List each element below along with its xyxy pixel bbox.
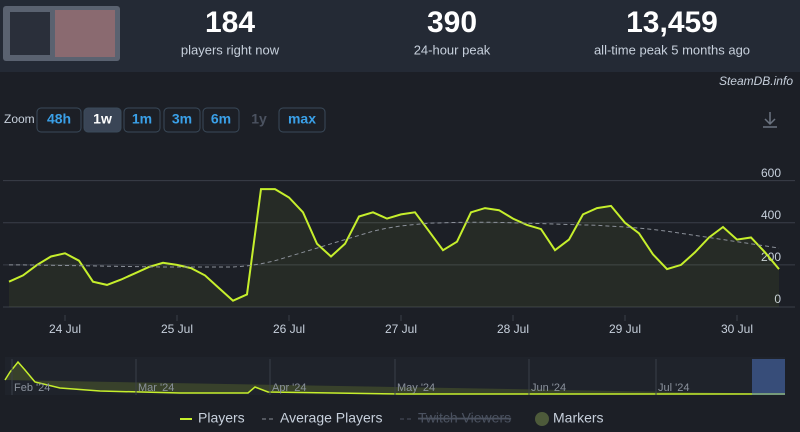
x-tick-label: 29 Jul	[609, 322, 641, 336]
stat-label: players right now	[181, 42, 280, 57]
navigator-label: Feb '24	[14, 382, 50, 394]
x-tick-label: 25 Jul	[161, 322, 193, 336]
zoom-button[interactable]	[36, 107, 82, 133]
y-tick-label: 600	[761, 166, 781, 180]
zoom-button-label[interactable]: 6m	[211, 111, 231, 127]
zoom-button[interactable]	[123, 107, 161, 133]
zoom-button[interactable]	[278, 107, 326, 133]
download-icon[interactable]	[763, 112, 777, 128]
stat-value: 390	[427, 6, 477, 39]
y-tick-label: 400	[761, 208, 781, 222]
x-tick-label: 27 Jul	[385, 322, 417, 336]
series-line	[9, 221, 780, 268]
game-image-detail	[55, 10, 115, 57]
y-tick-label: 0	[774, 292, 781, 306]
navigator-label: Mar '24	[138, 382, 174, 394]
x-tick-label: 30 Jul	[721, 322, 753, 336]
header	[0, 0, 800, 72]
navigator-label: Apr '24	[272, 382, 307, 394]
stat-value: 184	[205, 6, 255, 39]
legend-label[interactable]: Markers	[553, 410, 604, 426]
navigator-line	[4, 360, 785, 395]
game-image-detail	[10, 12, 50, 55]
x-tick-label: 28 Jul	[497, 322, 529, 336]
stat-value: 13,459	[626, 6, 718, 39]
zoom-button[interactable]	[163, 107, 201, 133]
zoom-button-label[interactable]: max	[288, 111, 316, 127]
zoom-button-label[interactable]: 1m	[132, 111, 152, 127]
zoom-button-label[interactable]: 3m	[172, 111, 192, 127]
navigator-label: Jun '24	[531, 382, 566, 394]
zoom-button[interactable]	[83, 107, 122, 133]
zoom-button-label[interactable]: 1w	[93, 111, 112, 127]
stat-label: 24-hour peak	[414, 42, 491, 57]
zoom-label: Zoom	[4, 112, 35, 126]
download-glyph	[763, 112, 777, 128]
navigator-label: Jul '24	[658, 382, 689, 394]
series-line	[8, 188, 780, 302]
legend-label[interactable]: Twitch Viewers	[418, 410, 511, 426]
brand: SteamDB.info	[719, 74, 793, 88]
legend-swatch	[535, 412, 549, 426]
stat-label: all-time peak 5 months ago	[594, 42, 750, 57]
legend-label[interactable]: Average Players	[280, 410, 382, 426]
zoom-button[interactable]	[202, 107, 240, 133]
zoom-button-label[interactable]: 48h	[47, 111, 71, 127]
zoom-button-label: 1y	[251, 111, 267, 127]
navigator-selection[interactable]	[752, 359, 785, 395]
x-tick-label: 26 Jul	[273, 322, 305, 336]
series-area	[9, 189, 779, 307]
navigator-label: May '24	[397, 382, 435, 394]
legend-label[interactable]: Players	[198, 410, 245, 426]
x-tick-label: 24 Jul	[49, 322, 81, 336]
